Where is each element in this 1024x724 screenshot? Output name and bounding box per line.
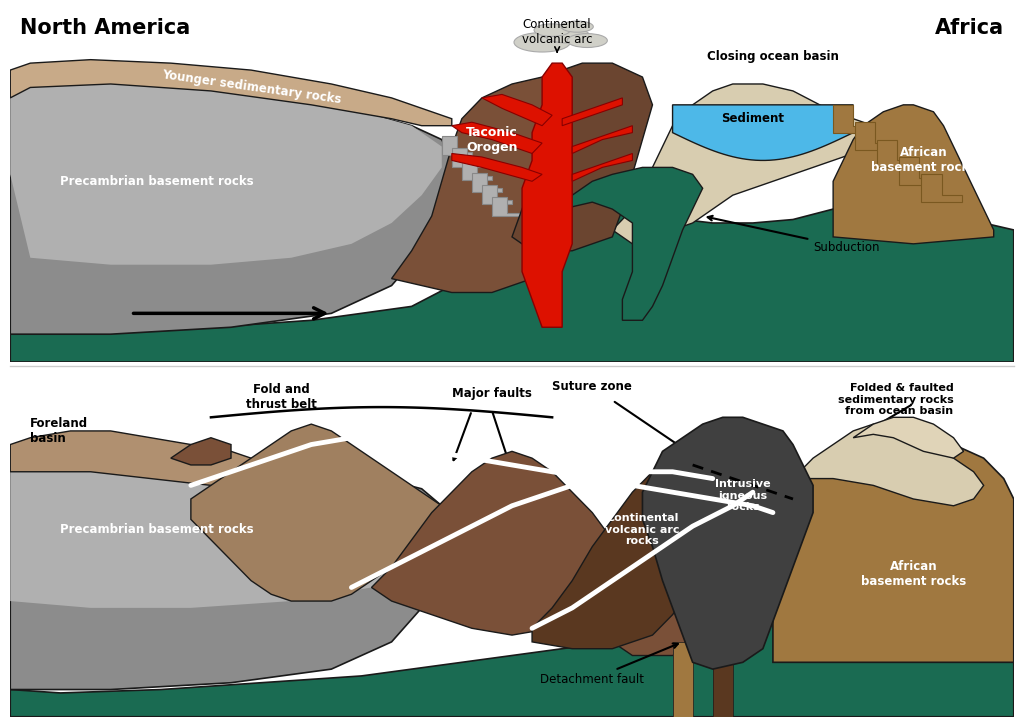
Polygon shape [572,153,633,181]
Polygon shape [171,438,231,465]
Polygon shape [10,181,1014,362]
Polygon shape [673,642,692,717]
Circle shape [535,24,570,36]
Text: Foreland
basin: Foreland basin [31,417,88,445]
Circle shape [545,28,589,43]
Polygon shape [834,105,873,132]
Polygon shape [454,514,484,533]
Text: Folded & faulted
sedimentary rocks
from ocean basin: Folded & faulted sedimentary rocks from … [838,383,953,416]
Polygon shape [441,136,472,155]
Text: Closing ocean basin: Closing ocean basin [707,50,839,63]
Polygon shape [452,122,542,153]
Polygon shape [855,122,895,150]
Polygon shape [466,526,496,545]
Polygon shape [10,431,271,485]
Text: Major faults: Major faults [452,387,531,400]
Polygon shape [713,655,733,717]
Polygon shape [462,161,492,180]
Circle shape [514,33,570,52]
Circle shape [561,21,593,32]
Polygon shape [482,185,512,204]
Polygon shape [10,649,1014,717]
Polygon shape [572,126,633,153]
Polygon shape [10,77,441,265]
Polygon shape [452,153,542,181]
Polygon shape [899,157,939,185]
Text: Detachment fault: Detachment fault [541,644,678,686]
Polygon shape [532,458,733,649]
Polygon shape [391,77,592,292]
Text: Subduction: Subduction [708,216,880,254]
Polygon shape [489,550,520,569]
Text: Africa: Africa [935,18,1004,38]
Polygon shape [10,59,452,126]
Polygon shape [10,472,441,608]
Text: Fold and
thrust belt: Fold and thrust belt [246,383,316,411]
Polygon shape [612,472,793,655]
Polygon shape [190,424,452,601]
Text: Suture zone: Suture zone [552,380,632,393]
Polygon shape [441,502,472,521]
Polygon shape [773,438,1014,662]
Polygon shape [713,649,733,717]
Text: Continental
volcanic arc
rocks: Continental volcanic arc rocks [605,513,680,546]
Polygon shape [512,63,652,251]
Polygon shape [522,63,572,327]
Polygon shape [612,84,873,244]
Polygon shape [452,148,482,167]
Polygon shape [673,105,853,161]
Text: Younger sedimentary rocks: Younger sedimentary rocks [161,69,342,106]
Polygon shape [542,167,702,320]
Polygon shape [10,77,452,334]
Polygon shape [878,140,918,167]
Polygon shape [482,94,552,126]
Polygon shape [372,451,612,635]
Polygon shape [502,562,532,581]
Polygon shape [853,417,964,458]
Polygon shape [673,649,692,717]
Text: Precambrian basement rocks: Precambrian basement rocks [60,174,254,188]
Text: Precambrian basement rocks: Precambrian basement rocks [60,523,254,536]
Polygon shape [492,197,522,216]
Polygon shape [10,472,452,689]
Polygon shape [10,608,1014,717]
Text: North America: North America [20,18,190,38]
Polygon shape [922,174,962,202]
Polygon shape [478,538,508,557]
Text: African
basement rocks: African basement rocks [870,146,976,174]
Circle shape [567,33,607,48]
Text: Taconic
Orogen: Taconic Orogen [466,125,518,153]
Text: African
basement rocks: African basement rocks [861,560,966,588]
Polygon shape [793,424,984,506]
Text: Continental
volcanic arc: Continental volcanic arc [522,18,593,52]
Polygon shape [562,98,623,126]
Polygon shape [834,105,993,244]
Text: Intrusive
igneous
rocks: Intrusive igneous rocks [715,479,771,512]
Polygon shape [642,417,813,669]
Text: Sediment: Sediment [721,112,784,125]
Polygon shape [472,172,502,192]
